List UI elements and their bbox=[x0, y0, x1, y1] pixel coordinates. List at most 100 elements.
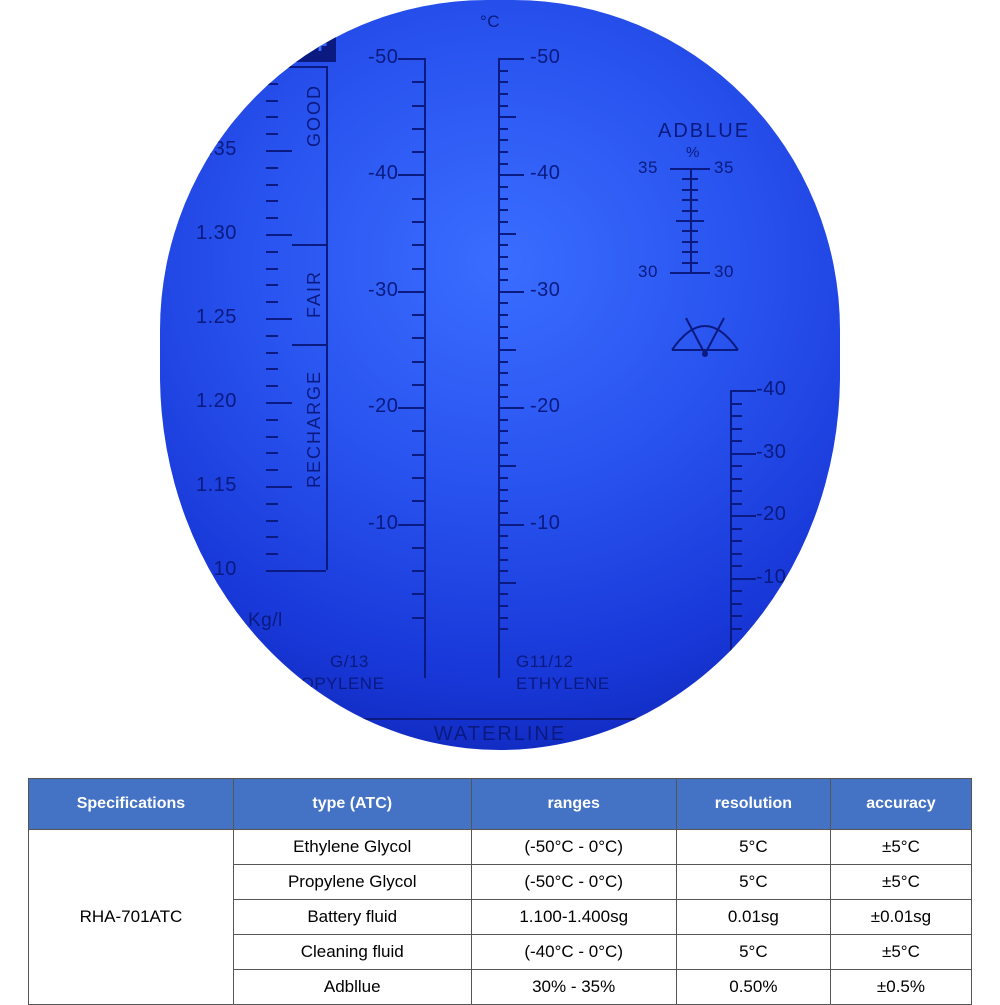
adblue-tick-r bbox=[690, 220, 704, 222]
ethylene-tick-minor bbox=[498, 186, 508, 188]
ethylene-tick-minor bbox=[498, 279, 508, 281]
spec-th-ranges: ranges bbox=[471, 779, 676, 830]
adblue-tick-r bbox=[690, 168, 710, 170]
battery-tick-minor bbox=[266, 100, 278, 102]
battery-scale-label: 1.15 bbox=[196, 474, 237, 497]
ethylene-scale-label: -20 bbox=[530, 395, 560, 418]
adblue-percent-label: % bbox=[686, 144, 700, 161]
adblue-tick-l bbox=[670, 168, 690, 170]
srfl-scale-label: -40 bbox=[756, 378, 786, 401]
ethylene-tick-minor bbox=[498, 128, 508, 130]
spec-cell-type: Ethylene Glycol bbox=[233, 830, 471, 865]
propylene-scale-label: -40 bbox=[368, 162, 398, 185]
adblue-tick-r bbox=[690, 189, 698, 191]
ethylene-tick-minor bbox=[498, 372, 508, 374]
ethylene-tick-minor bbox=[498, 500, 508, 502]
propylene-code-label: G/13 bbox=[330, 652, 369, 672]
ethylene-tick-minor bbox=[498, 559, 508, 561]
srfl-axis bbox=[730, 390, 732, 678]
battery-tick-minor bbox=[266, 251, 278, 253]
srfl-tick-minor bbox=[730, 428, 742, 430]
ethylene-tick-minor bbox=[498, 465, 516, 467]
propylene-tick-minor bbox=[412, 314, 424, 316]
propylene-tick-major bbox=[398, 524, 424, 526]
battery-icon: − + bbox=[272, 24, 336, 62]
spec-cell-accuracy: ±5°C bbox=[830, 830, 971, 865]
ethylene-tick-minor bbox=[498, 151, 508, 153]
spec-cell-accuracy: ±0.01sg bbox=[830, 900, 971, 935]
spec-table-header-row: Specifications type (ATC) ranges resolut… bbox=[29, 779, 972, 830]
battery-tick-minor bbox=[266, 301, 278, 303]
srfl-tick-minor bbox=[730, 490, 742, 492]
battery-tick-major bbox=[266, 150, 292, 152]
battery-zone-div2 bbox=[292, 344, 326, 346]
spec-cell-accuracy: ±5°C bbox=[830, 865, 971, 900]
ethylene-scale-label: -40 bbox=[530, 162, 560, 185]
propylene-tick-minor bbox=[412, 198, 424, 200]
ethylene-code-label: G11/12 bbox=[516, 652, 574, 672]
adblue-top-left-label: 35 bbox=[638, 158, 658, 178]
battery-tick-minor bbox=[266, 536, 278, 538]
spec-cell-ranges: (-50°C - 0°C) bbox=[471, 830, 676, 865]
battery-tick-minor bbox=[266, 419, 278, 421]
adblue-tick-l bbox=[682, 178, 690, 180]
srfl-tick-minor bbox=[730, 540, 742, 542]
adblue-tick-r bbox=[690, 178, 698, 180]
spec-cell-ranges: (-50°C - 0°C) bbox=[471, 865, 676, 900]
ethylene-tick-minor bbox=[498, 221, 508, 223]
propylene-tick-minor bbox=[412, 221, 424, 223]
unit-celsius-label: °C bbox=[480, 12, 500, 32]
battery-tick-major bbox=[266, 66, 292, 68]
propylene-tick-major bbox=[398, 58, 424, 60]
spec-th-specifications: Specifications bbox=[29, 779, 234, 830]
propylene-tick-major bbox=[398, 291, 424, 293]
ethylene-tick-major bbox=[498, 407, 524, 409]
battery-tick-minor bbox=[266, 83, 278, 85]
battery-tick-minor bbox=[266, 436, 278, 438]
battery-tick-minor bbox=[266, 469, 278, 471]
battery-tick-minor bbox=[266, 520, 278, 522]
ethylene-tick-minor bbox=[498, 116, 516, 118]
spec-table-row: RHA-701ATCEthylene Glycol(-50°C - 0°C)5°… bbox=[29, 830, 972, 865]
propylene-tick-minor bbox=[412, 361, 424, 363]
propylene-tick-minor bbox=[412, 454, 424, 456]
ethylene-tick-minor bbox=[498, 582, 516, 584]
adblue-tick-r bbox=[690, 251, 698, 253]
propylene-scale-label: -10 bbox=[368, 512, 398, 535]
ethylene-tick-minor bbox=[498, 361, 508, 363]
battery-tick-minor bbox=[266, 184, 278, 186]
srfl-tick-minor bbox=[730, 553, 742, 555]
adblue-tick-l bbox=[682, 241, 690, 243]
propylene-axis bbox=[424, 58, 426, 678]
spec-cell-resolution: 0.01sg bbox=[676, 900, 830, 935]
ethylene-tick-major bbox=[498, 58, 524, 60]
adblue-tick-r bbox=[690, 199, 698, 201]
srfl-tick-major bbox=[730, 515, 756, 517]
ethylene-scale-label: -10 bbox=[530, 512, 560, 535]
propylene-tick-minor bbox=[412, 384, 424, 386]
srfl-tick-minor bbox=[730, 590, 742, 592]
battery-tick-minor bbox=[266, 268, 278, 270]
srfl-tick-minor bbox=[730, 615, 742, 617]
windshield-wiper-icon bbox=[670, 308, 740, 358]
battery-scale-label: 1.40 bbox=[196, 54, 237, 77]
battery-tick-minor bbox=[266, 385, 278, 387]
spec-cell-resolution: 5°C bbox=[676, 865, 830, 900]
ethylene-tick-minor bbox=[498, 570, 508, 572]
waterline-bar bbox=[160, 718, 840, 720]
battery-scale-label: 1.20 bbox=[196, 390, 237, 413]
ethylene-tick-minor bbox=[498, 93, 508, 95]
srfl-scale-label: -30 bbox=[756, 441, 786, 464]
propylene-tick-minor bbox=[412, 477, 424, 479]
battery-tick-minor bbox=[266, 352, 278, 354]
srfl-tick-major bbox=[730, 390, 756, 392]
srfl-tick-minor bbox=[730, 628, 742, 630]
ethylene-tick-minor bbox=[498, 326, 508, 328]
battery-scale-label: 1.30 bbox=[196, 222, 237, 245]
battery-fair-label: FAIR bbox=[304, 270, 325, 318]
spec-cell-ranges: 1.100-1.400sg bbox=[471, 900, 676, 935]
propylene-name-label: PROPYLENE bbox=[276, 674, 384, 694]
battery-tick-minor bbox=[266, 217, 278, 219]
spec-th-resolution: resolution bbox=[676, 779, 830, 830]
propylene-tick-minor bbox=[412, 268, 424, 270]
